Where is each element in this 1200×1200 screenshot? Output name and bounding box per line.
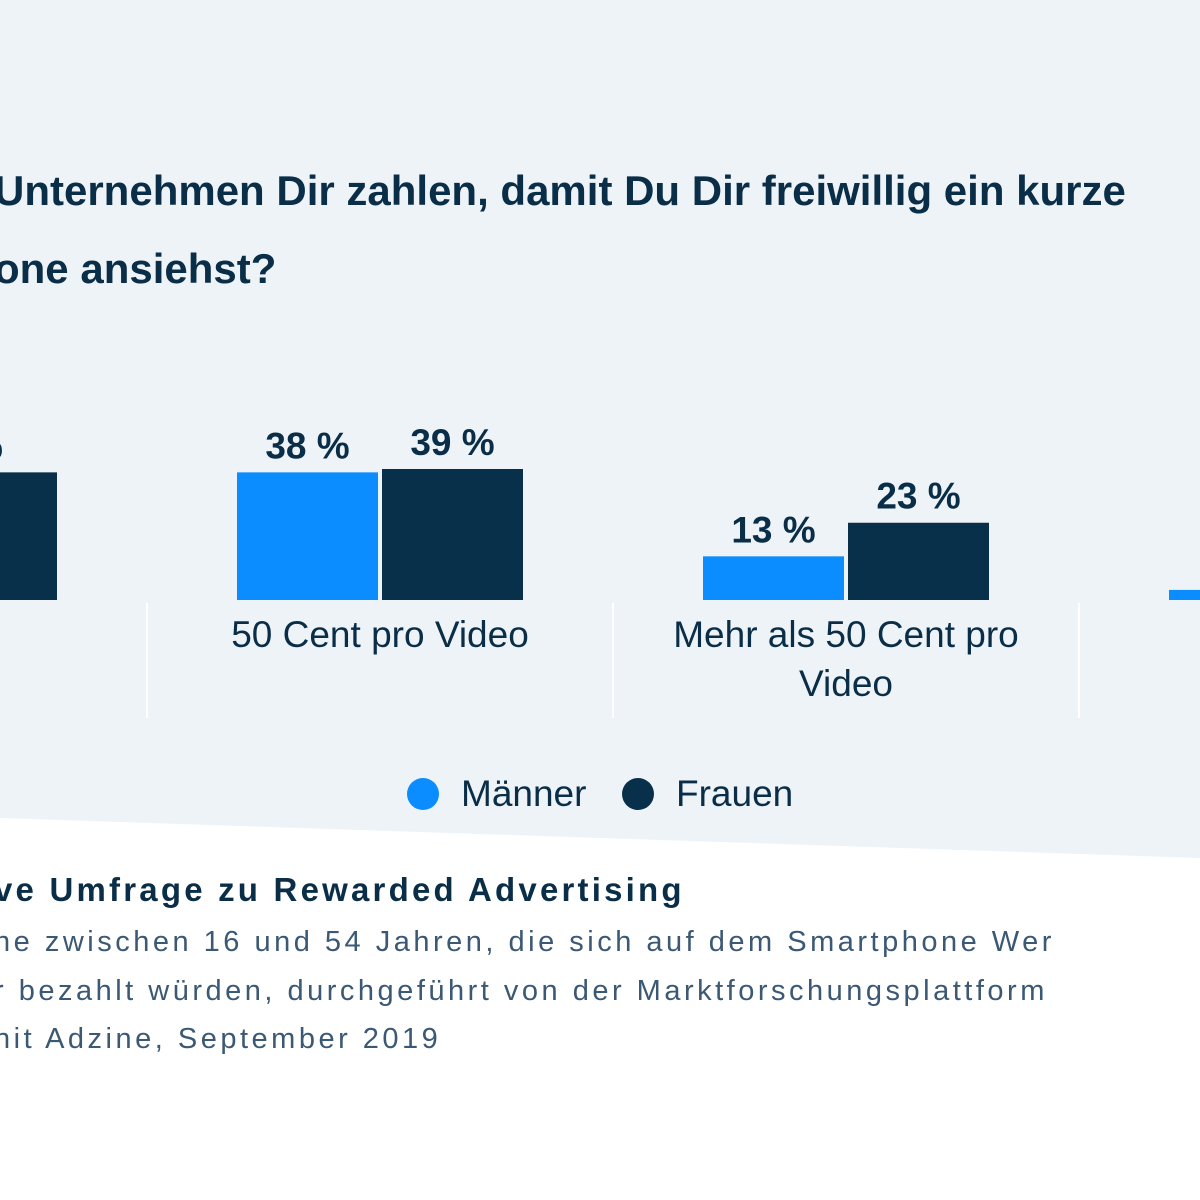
bar-frauen-3[interactable] bbox=[848, 522, 989, 600]
source-title: ve Umfrage zu Rewarded Advertising bbox=[0, 871, 685, 908]
category-label-3-line-1: Mehr als 50 Cent pro bbox=[673, 614, 1019, 655]
source-description-line-3: nit Adzine, September 2019 bbox=[0, 1023, 442, 1055]
bar-maenner-2[interactable] bbox=[237, 472, 378, 600]
legend-item-frauen[interactable]: Frauen bbox=[622, 773, 793, 815]
legend-item-maenner[interactable]: Männer bbox=[407, 773, 586, 815]
background-panel bbox=[0, 0, 1200, 858]
legend-label-frauen: Frauen bbox=[676, 773, 794, 814]
data-label-frauen-3: 23 % bbox=[876, 476, 960, 517]
bar-frauen-1[interactable] bbox=[0, 472, 57, 600]
category-label-2: 50 Cent pro Video bbox=[231, 614, 529, 655]
data-label-frauen-2: 39 % bbox=[410, 422, 494, 463]
legend-label-maenner: Männer bbox=[461, 773, 587, 814]
legend-dot-frauen-icon bbox=[622, 778, 654, 810]
data-label-maenner-3: 13 % bbox=[731, 509, 815, 550]
legend-dot-maenner-icon bbox=[407, 778, 439, 810]
bar-maenner-4[interactable] bbox=[1169, 589, 1200, 600]
chart-title-line-2: one ansiehst? bbox=[0, 245, 277, 292]
data-label-maenner-2: 38 % bbox=[265, 425, 349, 466]
bar-maenner-3[interactable] bbox=[703, 556, 844, 600]
source-description-line-2: r bezahlt würden, durchgeführt von der M… bbox=[0, 975, 1048, 1007]
source-description-line-1: he zwischen 16 und 54 Jahren, die sich a… bbox=[0, 926, 1055, 958]
chart-title-line-1: Unternehmen Dir zahlen, damit Du Dir fre… bbox=[0, 167, 1126, 214]
data-label-frauen-1: % bbox=[0, 425, 3, 466]
bar-frauen-2[interactable] bbox=[382, 469, 523, 600]
category-label-3-line-2: Video bbox=[799, 663, 893, 704]
chart-legend: Männer Frauen bbox=[0, 773, 1200, 819]
